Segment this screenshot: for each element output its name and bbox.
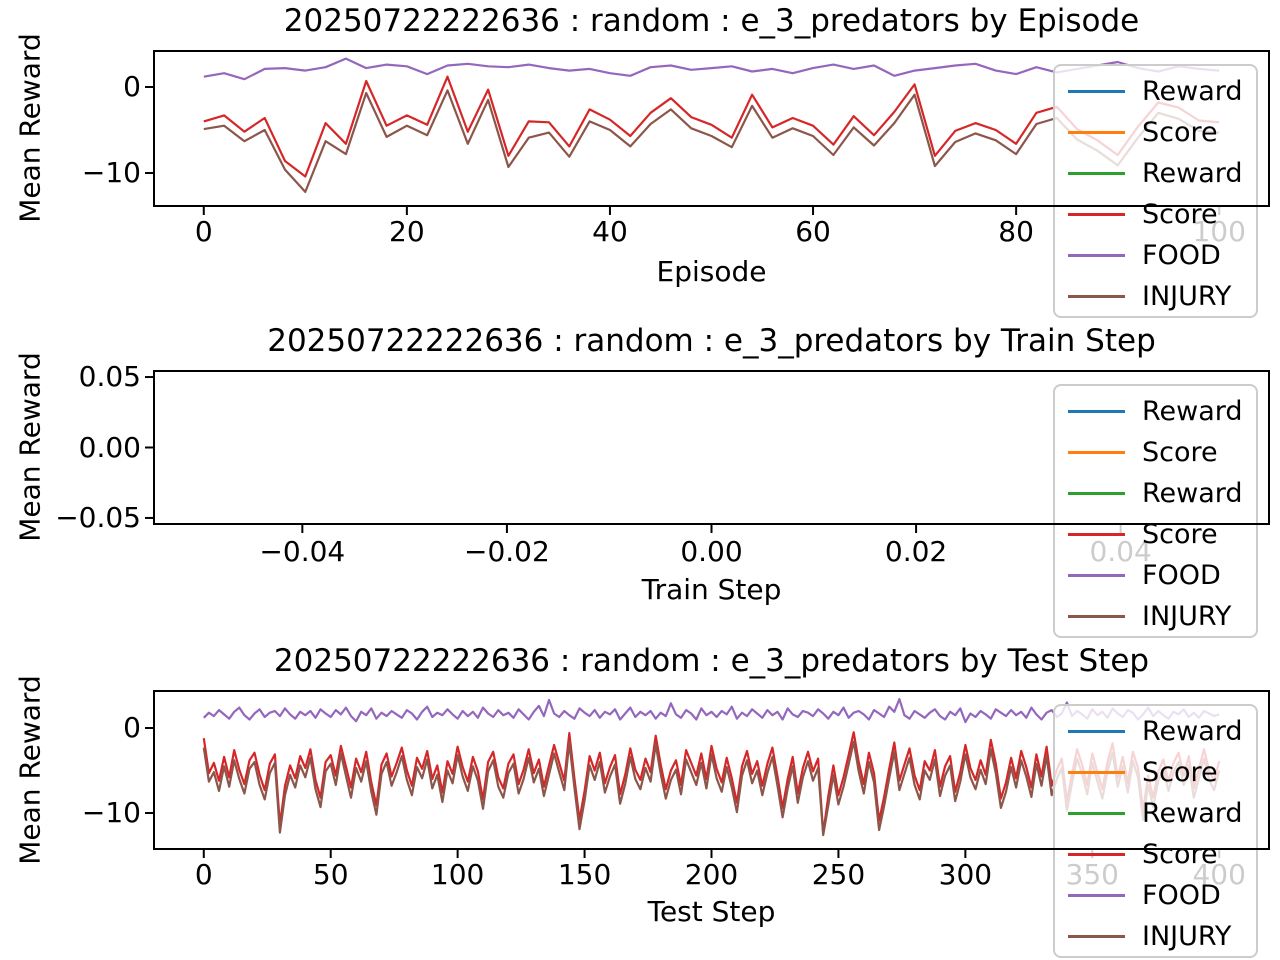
reward-line-swatch — [1068, 90, 1125, 93]
legend-label: INJURY — [1142, 600, 1232, 632]
legend-label: FOOD — [1142, 879, 1221, 911]
chart-teststep-legend: Reward Score Reward Score FOOD INJURY — [1053, 704, 1258, 958]
x-tick-label: 150 — [557, 858, 612, 891]
series-line-score — [202, 731, 1221, 835]
legend-label: Score — [1142, 518, 1218, 550]
legend-label: Score — [1142, 838, 1218, 870]
x-tick-label: 300 — [938, 858, 993, 891]
legend-entry-score-red: Score — [1055, 514, 1256, 555]
legend-label: Score — [1142, 756, 1218, 788]
injury-line-swatch — [1068, 935, 1125, 938]
y-tick-label: −10 — [81, 796, 141, 830]
x-tick-label: 50 — [312, 858, 349, 891]
score-line-swatch — [1068, 771, 1125, 774]
legend-label: Score — [1142, 436, 1218, 468]
injury-line-swatch — [1068, 615, 1125, 618]
chart-teststep-title: 20250722222636 : random : e_3_predators … — [273, 643, 1150, 679]
legend-label: Score — [1142, 198, 1218, 230]
reward-line-swatch — [1068, 410, 1125, 413]
score-line-swatch — [1068, 853, 1125, 856]
reward-line-swatch — [1068, 172, 1125, 175]
score-line-swatch — [1068, 213, 1125, 216]
legend-label: Score — [1142, 116, 1218, 148]
x-tick-label: 0.00 — [680, 535, 743, 568]
reward-line-swatch — [1068, 812, 1125, 815]
legend-entry-reward-blue: Reward — [1055, 711, 1256, 752]
x-tick-label: 250 — [811, 858, 866, 891]
x-tick-label: 200 — [684, 858, 739, 891]
injury-line-swatch — [1068, 295, 1125, 298]
legend-entry-score-red: Score — [1055, 194, 1256, 235]
y-tick-label: −0.05 — [55, 500, 141, 534]
legend-entry-injury: INJURY — [1055, 596, 1256, 637]
x-tick-label: −0.02 — [464, 535, 550, 568]
chart-teststep-y-axis-label: Mean Reward — [13, 675, 47, 865]
legend-label: FOOD — [1142, 559, 1221, 591]
score-line-swatch — [1068, 131, 1125, 134]
legend-entry-score-red: Score — [1055, 834, 1256, 875]
x-tick-label: −0.04 — [259, 535, 346, 568]
x-tick-label: 20 — [389, 215, 425, 248]
legend-entry-reward-green: Reward — [1055, 153, 1256, 194]
legend-entry-food: FOOD — [1055, 555, 1256, 596]
series-line-injury — [203, 89, 1220, 193]
legend-entry-food: FOOD — [1055, 875, 1256, 916]
chart-trainstep-legend: Reward Score Reward Score FOOD INJURY — [1053, 384, 1258, 638]
y-tick-label: −10 — [81, 156, 141, 190]
x-tick-label: 0.02 — [884, 535, 948, 568]
legend-entry-injury: INJURY — [1055, 916, 1256, 957]
food-line-swatch — [1068, 254, 1125, 257]
legend-label: Reward — [1142, 715, 1243, 747]
legend-entry-score-orange: Score — [1055, 112, 1256, 153]
legend-label: INJURY — [1142, 280, 1232, 312]
legend-entry-reward-green: Reward — [1055, 473, 1256, 514]
legend-entry-reward-green: Reward — [1055, 793, 1256, 834]
legend-label: Reward — [1142, 157, 1243, 189]
legend-entry-injury: INJURY — [1055, 276, 1256, 317]
legend-entry-reward-blue: Reward — [1055, 391, 1256, 432]
legend-label: Reward — [1142, 477, 1243, 509]
score-line-swatch — [1068, 451, 1125, 454]
reward-line-swatch — [1068, 730, 1125, 733]
series-line-score — [203, 75, 1220, 178]
chart-teststep-x-axis-label: Test Step — [647, 895, 776, 928]
chart-episode-x-axis-label: Episode — [656, 255, 767, 288]
x-tick-label: 0 — [194, 215, 213, 248]
food-line-swatch — [1068, 894, 1125, 897]
y-tick-label: 0.00 — [78, 430, 141, 464]
chart-episode-y-axis-label: Mean Reward — [13, 33, 47, 223]
series-line-injury — [202, 740, 1221, 837]
chart-episode-title: 20250722222636 : random : e_3_predators … — [283, 3, 1140, 39]
chart-trainstep-x-axis-label: Train Step — [641, 573, 782, 606]
legend-label: Reward — [1142, 395, 1243, 427]
chart-trainstep-title: 20250722222636 : random : e_3_predators … — [267, 323, 1156, 359]
legend-entry-food: FOOD — [1055, 235, 1256, 276]
legend-label: INJURY — [1142, 920, 1232, 952]
chart-episode-plot-area — [145, 57, 1221, 215]
legend-entry-score-orange: Score — [1055, 432, 1256, 473]
x-tick-label: 0 — [194, 858, 213, 891]
legend-label: FOOD — [1142, 239, 1221, 271]
legend-label: Reward — [1142, 797, 1243, 829]
reward-line-swatch — [1068, 492, 1125, 495]
y-tick-label: 0 — [123, 711, 141, 744]
y-tick-label: 0.05 — [78, 360, 141, 394]
legend-entry-score-orange: Score — [1055, 752, 1256, 793]
x-tick-label: 60 — [795, 215, 831, 248]
y-tick-label: 0 — [123, 69, 141, 103]
x-tick-label: 40 — [592, 215, 628, 248]
series-line-food — [203, 698, 1220, 724]
x-tick-label: 80 — [998, 215, 1034, 248]
food-line-swatch — [1068, 574, 1125, 577]
legend-label: Reward — [1142, 75, 1243, 107]
legend-entry-reward-blue: Reward — [1055, 71, 1256, 112]
chart-episode-legend: Reward Score Reward Score FOOD INJURY — [1053, 64, 1258, 318]
x-tick-label: 100 — [430, 858, 485, 891]
series-line-food — [203, 57, 1220, 81]
score-line-swatch — [1068, 533, 1125, 536]
